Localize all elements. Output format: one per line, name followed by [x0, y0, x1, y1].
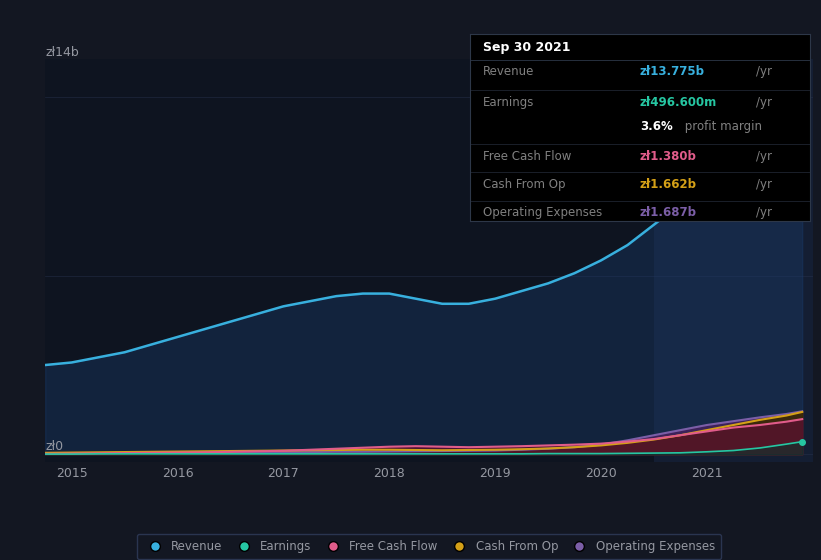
- Text: Revenue: Revenue: [484, 66, 534, 78]
- Text: zł0: zł0: [45, 440, 63, 452]
- Text: Earnings: Earnings: [484, 96, 534, 109]
- Text: zł1.662b: zł1.662b: [640, 178, 697, 191]
- Text: zł13.775b: zł13.775b: [640, 66, 705, 78]
- Text: zł1.380b: zł1.380b: [640, 150, 697, 163]
- Text: Sep 30 2021: Sep 30 2021: [484, 41, 571, 54]
- Text: /yr: /yr: [756, 150, 772, 163]
- Legend: Revenue, Earnings, Free Cash Flow, Cash From Op, Operating Expenses: Revenue, Earnings, Free Cash Flow, Cash …: [137, 534, 721, 559]
- Text: zł14b: zł14b: [45, 46, 79, 59]
- Text: /yr: /yr: [756, 178, 772, 191]
- Text: Cash From Op: Cash From Op: [484, 178, 566, 191]
- Text: zł1.687b: zł1.687b: [640, 206, 697, 219]
- Text: Free Cash Flow: Free Cash Flow: [484, 150, 571, 163]
- Text: zł496.600m: zł496.600m: [640, 96, 718, 109]
- Text: Operating Expenses: Operating Expenses: [484, 206, 603, 219]
- Text: 3.6%: 3.6%: [640, 120, 672, 133]
- Text: /yr: /yr: [756, 96, 772, 109]
- Text: /yr: /yr: [756, 66, 772, 78]
- Text: /yr: /yr: [756, 206, 772, 219]
- Text: profit margin: profit margin: [681, 120, 762, 133]
- Bar: [654, 59, 813, 462]
